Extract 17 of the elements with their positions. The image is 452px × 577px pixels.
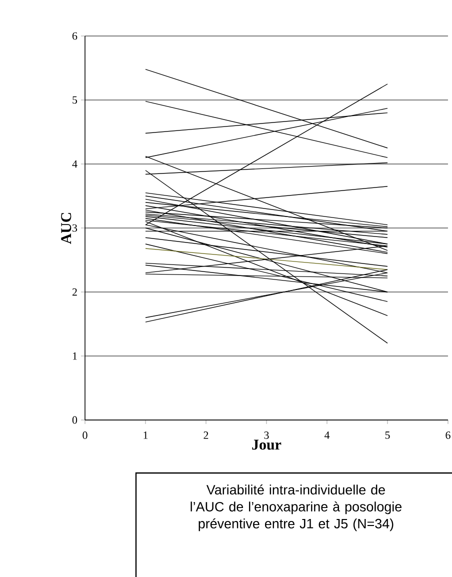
x-axis-title: Jour	[252, 440, 282, 450]
x-tick-label: 2	[204, 432, 208, 439]
y-tick-label: 1	[72, 352, 77, 360]
y-tick-label: 2	[72, 288, 77, 296]
y-tick-label: 0	[72, 416, 78, 424]
y-tick-label: 4	[72, 160, 78, 168]
x-tick-label: 6	[446, 432, 450, 439]
y-tick-label: 5	[72, 96, 78, 104]
y-tick-label: 6	[72, 32, 78, 40]
x-tick-label: 1	[144, 432, 148, 439]
y-tick-label: 3	[72, 224, 78, 232]
text: Variabilité intra-individuelle de l’AUC de l’enoxaparine à posologie préventive entre J1 et J5 (N=34)	[190, 484, 402, 532]
x-tick-label: 3	[264, 432, 269, 439]
x-tick-label: 5	[385, 432, 390, 439]
y-axis-title: AUC	[61, 212, 72, 244]
x-tick-label: 4	[324, 432, 330, 439]
x-tick-label: 0	[82, 432, 88, 439]
